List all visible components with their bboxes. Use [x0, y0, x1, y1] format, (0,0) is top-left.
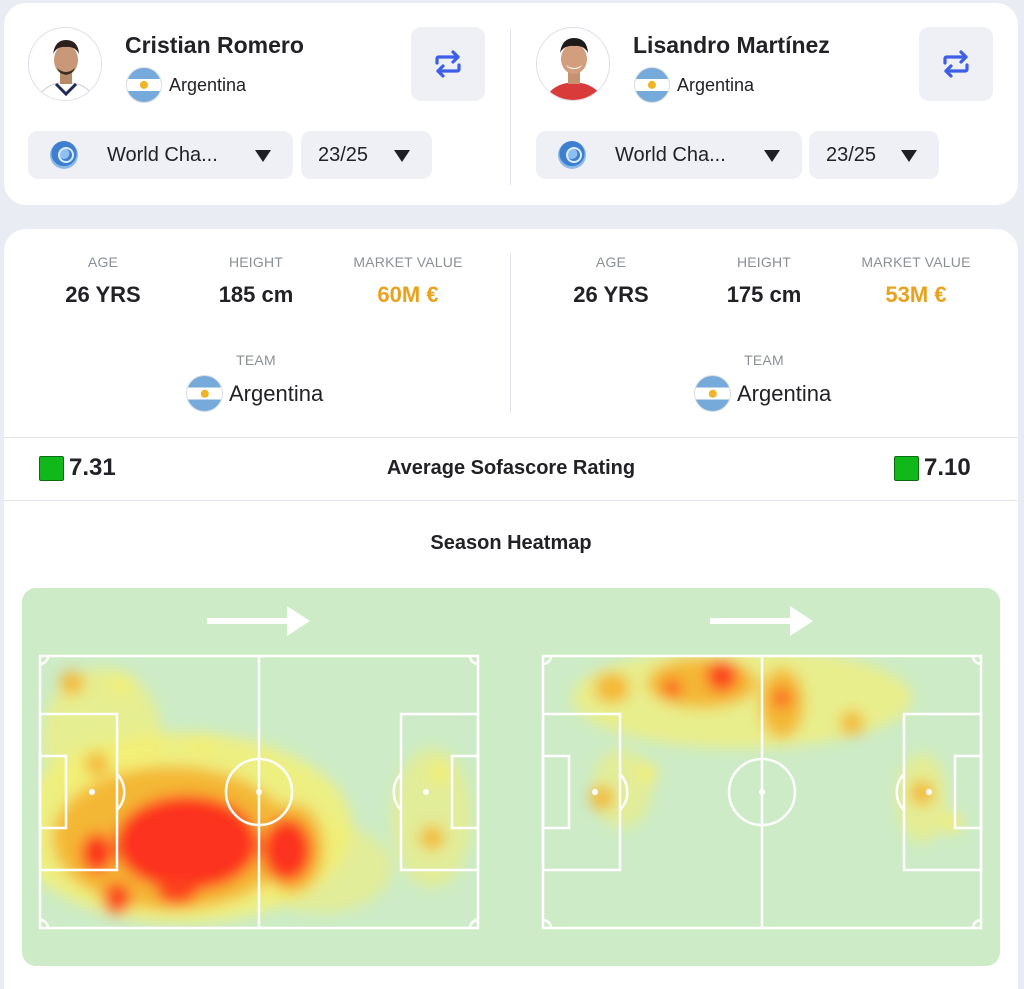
competition-dropdown[interactable]: World Cha... — [536, 131, 802, 179]
heatmap-heat-right — [572, 656, 962, 843]
attack-direction-arrow-icon — [710, 606, 813, 636]
rating-badge: 7.10 — [894, 454, 971, 482]
caret-down-icon — [764, 150, 780, 162]
world-championship-icon — [50, 141, 78, 169]
team-label: TEAM — [236, 352, 276, 368]
season-dropdown[interactable]: 23/25 — [301, 131, 432, 179]
section-divider — [4, 500, 1018, 501]
heatmap-panel — [22, 588, 1000, 966]
heatmap-heat-left — [40, 668, 472, 923]
height-label: HEIGHT — [228, 254, 284, 270]
age-value: 26 YRS — [573, 282, 649, 307]
player-name[interactable]: Lisandro Martínez — [633, 32, 830, 58]
comparison-card: AGE 26 YRS HEIGHT 185 cm MARKET VALUE 60… — [4, 229, 1018, 989]
market-value-label: MARKET VALUE — [353, 254, 463, 270]
pitch-lines-right — [541, 654, 983, 930]
caret-down-icon — [255, 150, 271, 162]
player-name[interactable]: Cristian Romero — [125, 32, 304, 58]
player-selector-card: Cristian Romero Argentina World Cha... 2… — [4, 3, 1018, 205]
heatmap-canvas — [38, 606, 983, 930]
team-value[interactable]: Argentina — [694, 375, 831, 412]
player-nationality: Argentina — [634, 67, 754, 103]
rating-badge: 7.31 — [39, 454, 116, 482]
season-label: 23/25 — [318, 143, 369, 166]
swap-arrows-icon — [435, 50, 461, 78]
height-value: 185 cm — [218, 282, 294, 307]
market-value: 60M € — [377, 282, 439, 307]
swap-arrows-icon — [943, 50, 969, 78]
argentina-flag-icon — [634, 67, 670, 103]
team-name: Argentina — [229, 380, 324, 406]
pitch-spots-left — [89, 789, 429, 795]
age-value: 26 YRS — [65, 282, 141, 307]
column-divider — [510, 253, 511, 413]
team-label: TEAM — [744, 352, 784, 368]
argentina-flag-icon — [186, 375, 223, 412]
competition-label: World Cha... — [615, 143, 726, 166]
rating-value: 7.31 — [69, 454, 116, 481]
column-divider — [510, 29, 511, 185]
age-label: AGE — [87, 254, 119, 270]
caret-down-icon — [901, 150, 917, 162]
team-value[interactable]: Argentina — [186, 375, 323, 412]
world-championship-icon — [558, 141, 586, 169]
age-label: AGE — [595, 254, 627, 270]
player-nationality: Argentina — [126, 67, 246, 103]
player-avatar[interactable] — [536, 27, 610, 101]
competition-dropdown[interactable]: World Cha... — [28, 131, 293, 179]
season-dropdown[interactable]: 23/25 — [809, 131, 939, 179]
season-label: 23/25 — [826, 143, 877, 166]
pitch-spots-right — [592, 789, 932, 795]
rating-color-icon — [894, 455, 919, 481]
rating-title: Average Sofascore Rating — [386, 457, 636, 479]
competition-label: World Cha... — [107, 143, 218, 166]
market-value: 53M € — [885, 282, 947, 307]
market-value-label: MARKET VALUE — [861, 254, 971, 270]
nationality-label: Argentina — [169, 74, 247, 95]
nationality-label: Argentina — [677, 74, 755, 95]
swap-player-button[interactable] — [919, 27, 993, 101]
height-label: HEIGHT — [736, 254, 792, 270]
heatmap-title: Season Heatmap — [430, 532, 592, 554]
player-avatar[interactable] — [28, 27, 102, 101]
section-divider — [4, 437, 1018, 438]
attack-direction-arrow-icon — [207, 606, 310, 636]
argentina-flag-icon — [694, 375, 731, 412]
team-name: Argentina — [737, 380, 832, 406]
argentina-flag-icon — [126, 67, 162, 103]
height-value: 175 cm — [726, 282, 802, 307]
rating-color-icon — [39, 455, 64, 481]
swap-player-button[interactable] — [411, 27, 485, 101]
rating-value: 7.10 — [924, 454, 971, 481]
caret-down-icon — [394, 150, 410, 162]
